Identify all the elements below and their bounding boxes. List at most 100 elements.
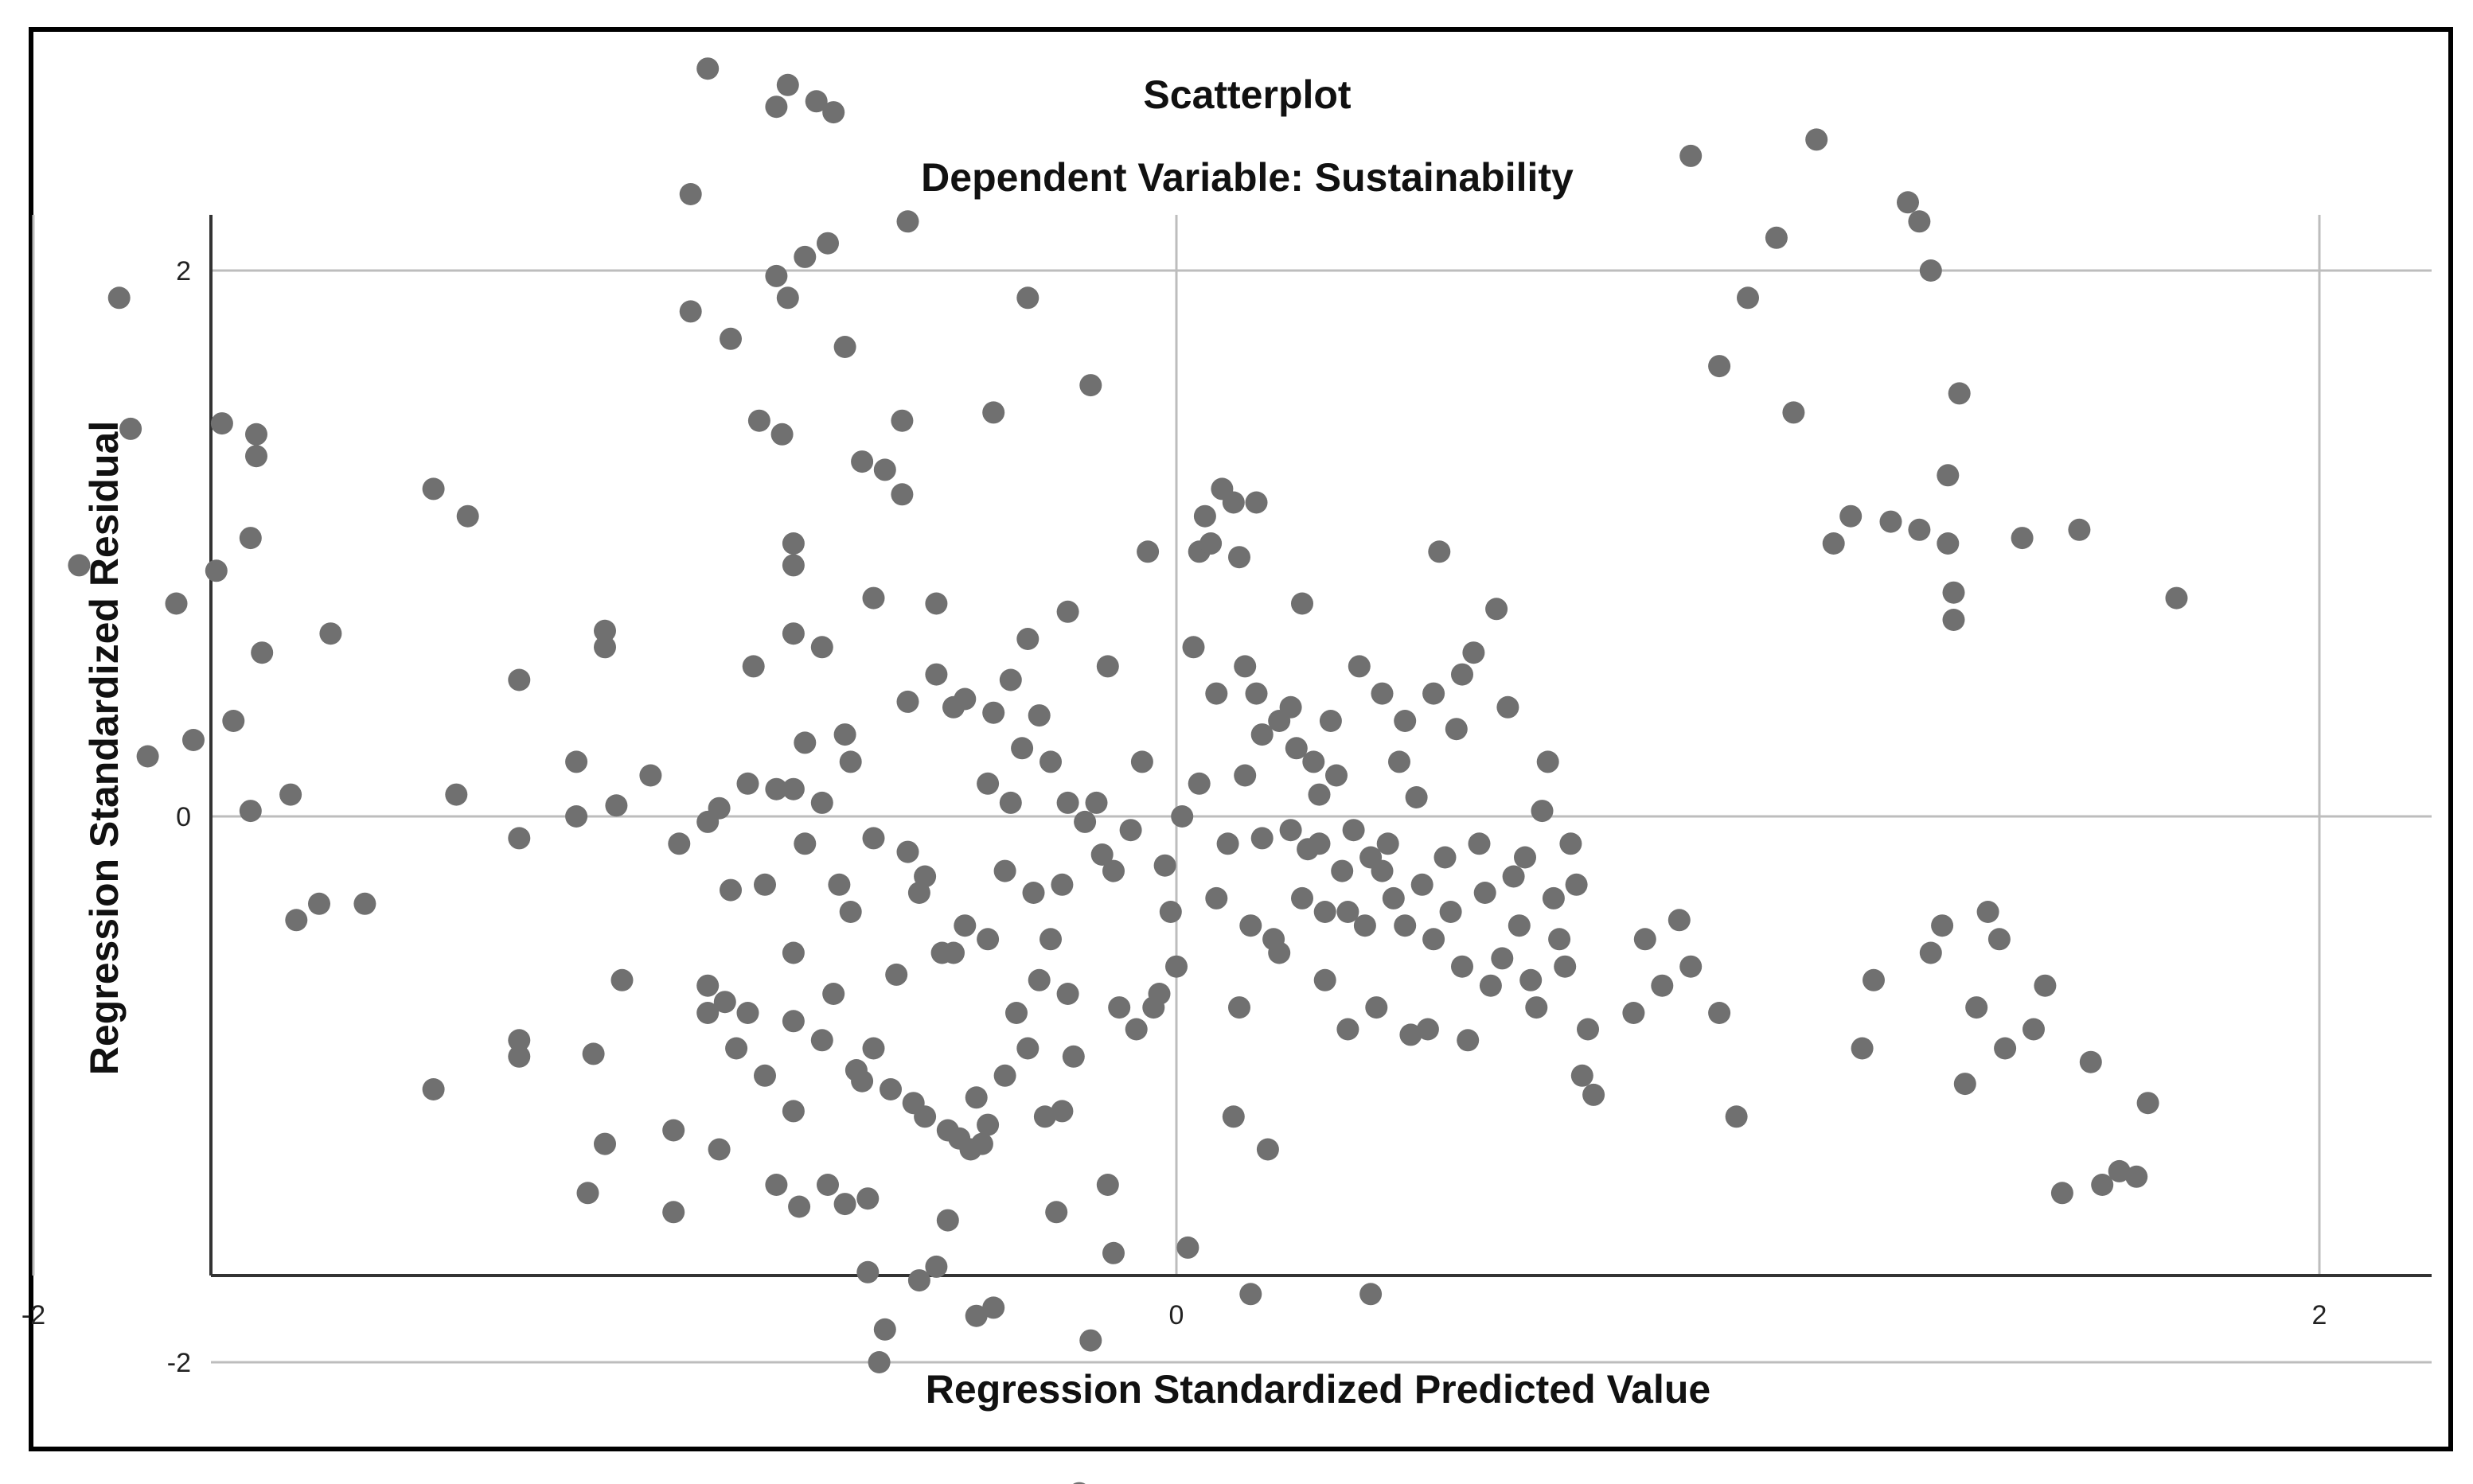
scatter-point [742,655,765,678]
scatter-point [1525,996,1548,1019]
scatter-point [1908,210,1931,233]
scatter-point [754,1064,776,1087]
scatter-point [1502,865,1525,888]
scatter-point [1633,928,1656,951]
scatter-point [782,554,805,577]
scatter-point [1445,718,1468,741]
scatter-point [1822,532,1845,555]
scatter-point [1559,832,1582,855]
scatter-point [1651,974,1674,997]
scatter-point [1222,1105,1245,1128]
scatter-point [2011,527,2034,550]
scatter-point [1919,259,1942,282]
scatter-point [1308,783,1331,806]
scatter-point [862,827,885,850]
scatter-point [839,901,862,923]
scatter-point [1353,914,1376,937]
scatter-point [862,586,885,610]
scatter-point [594,619,616,642]
scatter-point [239,527,262,550]
scatter-point [508,827,531,850]
scatter-point [285,909,308,932]
scatter-point [720,327,742,350]
scatter-point [1033,1105,1056,1128]
scatter-point [1473,882,1496,904]
scatter-point [1051,1100,1074,1123]
scatter-point [245,423,267,446]
chart-title: Scatterplot [1143,72,1352,117]
scatter-point [456,504,479,528]
scatter-point [873,1318,896,1341]
scatter-point [999,668,1022,691]
scatter-point [1451,955,1473,978]
scatter-point [907,1269,930,1292]
scatter-point [747,409,770,432]
scatter-point [2108,1159,2131,1182]
scatter-point [696,57,720,80]
scatter-point [873,458,896,481]
scatter-point [1514,846,1536,869]
scatter-point [999,791,1022,814]
scatter-point [942,941,965,964]
scatter-point [1319,710,1342,732]
scatter-point [2079,1050,2102,1073]
scatter-point [725,1037,748,1060]
scatter-point [982,401,1005,424]
scatter-point [182,729,205,751]
scatter-point [1245,491,1268,514]
x-tick-label: 2 [2312,1300,2327,1330]
scatter-point [1234,764,1257,787]
scatter-point [1279,695,1302,719]
x-tick-label: -2 [21,1300,45,1330]
scatter-point [977,928,1000,951]
x-axis-label: Regression Standardized Predicted Value [926,1367,1710,1412]
scatter-point [1302,750,1325,773]
scatter-point [1062,1045,1085,1068]
y-axis-label: Regression Standardized Residual [82,421,127,1075]
scatter-point [833,723,856,746]
x-tick-label: 0 [1169,1300,1184,1330]
scatter-point [1536,750,1559,773]
scatter-point [1234,655,1257,678]
scatter-point [765,264,788,287]
scatter-point [594,636,616,659]
scatter-point [713,991,736,1014]
scatter-point [582,1042,605,1065]
scatter-point [788,1195,811,1218]
scatter-point [708,1138,731,1161]
scatter-point [1336,1018,1359,1041]
scatter-point [696,1002,720,1024]
scatter-point [1176,1236,1199,1259]
scatter-point [1056,791,1079,814]
scatter-point [1542,886,1565,909]
scatter-point [1371,682,1394,705]
scatter-point [1171,805,1194,828]
scatter-point [776,286,799,310]
scatter-point [839,750,862,773]
scatter-point [1085,791,1108,814]
scatter-point [210,412,233,435]
scatter-point [891,483,914,506]
scatter-point [1028,704,1051,727]
scatter-point [1148,983,1171,1005]
scatter-point [954,914,977,937]
scatter-point [1016,286,1040,310]
scatter-point [1040,928,1062,951]
scatter-point [891,409,914,432]
scatter-point [1011,737,1034,760]
scatter-point [610,968,634,991]
scatter-point [445,783,468,806]
scatter-point [1079,1329,1102,1352]
scatter-point [1565,873,1588,896]
scatter-point [565,805,588,828]
scatter-point [1268,941,1291,964]
scatter-point [833,1193,856,1216]
scatter-point [1256,1138,1279,1161]
scatter-point [1096,655,1119,678]
scatter-point [1422,928,1445,951]
scatter-point [782,532,805,555]
scatter-point [2136,1092,2159,1115]
scatter-point [782,1100,805,1123]
scatter-point [245,445,267,468]
scatter-point [1942,609,1965,631]
